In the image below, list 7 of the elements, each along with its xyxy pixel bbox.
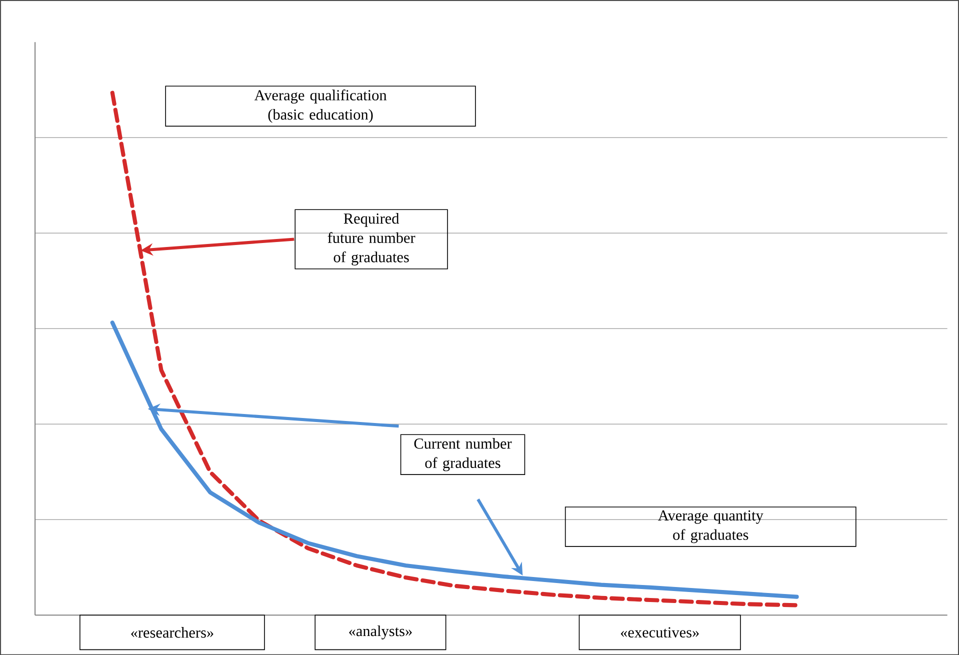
text: «researchers» [131,626,214,638]
annotation: Average quantity of graduates [658,510,764,543]
annotation: Current number of graduates [414,438,512,472]
annotation: Average qualification (basic education) [254,89,387,123]
annotation: Required future number of graduates [328,212,416,266]
text: «analysts» [349,625,412,640]
text: «executives» [620,627,699,638]
